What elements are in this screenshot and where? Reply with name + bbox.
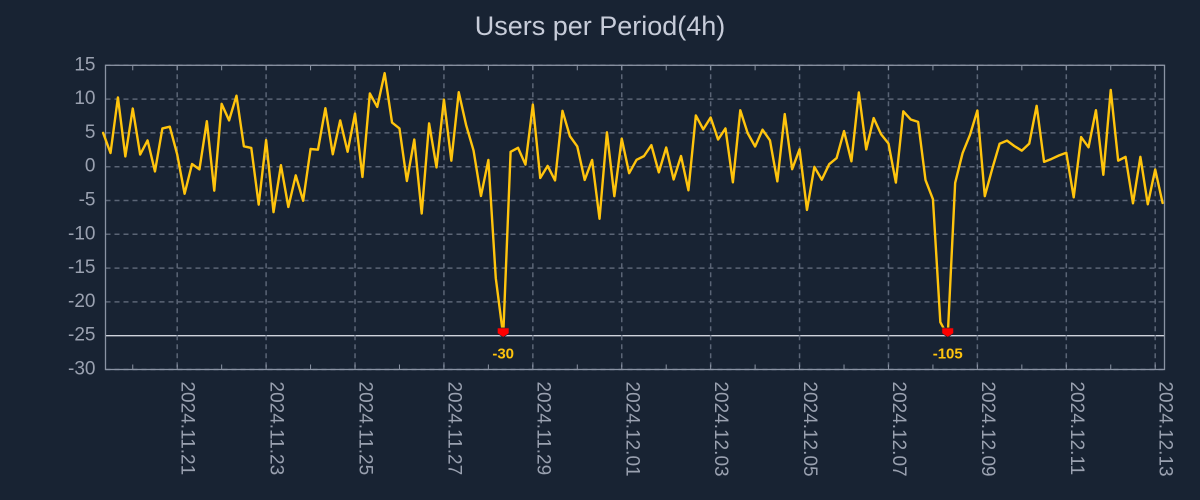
svg-text:2024.12.05: 2024.12.05: [799, 382, 820, 477]
svg-text:10: 10: [74, 88, 95, 109]
svg-text:-30: -30: [492, 346, 514, 363]
svg-text:2024.12.03: 2024.12.03: [710, 382, 731, 477]
svg-text:-20: -20: [68, 291, 95, 312]
svg-text:-10: -10: [68, 223, 95, 244]
svg-text:-5: -5: [79, 190, 96, 211]
svg-text:15: 15: [74, 54, 95, 75]
svg-text:-25: -25: [68, 325, 95, 346]
svg-text:5: 5: [85, 122, 96, 143]
svg-text:-105: -105: [933, 346, 963, 363]
svg-text:2024.11.29: 2024.11.29: [532, 382, 553, 476]
svg-text:2024.11.23: 2024.11.23: [266, 382, 287, 476]
svg-text:2024.12.07: 2024.12.07: [888, 382, 909, 477]
svg-text:2024.11.25: 2024.11.25: [355, 382, 376, 476]
svg-text:-15: -15: [68, 257, 95, 278]
svg-text:2024.12.11: 2024.12.11: [1066, 382, 1087, 476]
svg-text:2024.12.01: 2024.12.01: [621, 382, 642, 477]
svg-text:2024.12.13: 2024.12.13: [1155, 382, 1176, 477]
svg-text:2024.12.09: 2024.12.09: [977, 382, 998, 477]
svg-text:0: 0: [85, 156, 96, 177]
svg-text:2024.11.21: 2024.11.21: [177, 382, 198, 476]
svg-text:-30: -30: [68, 359, 95, 380]
svg-text:2024.11.27: 2024.11.27: [443, 382, 464, 476]
